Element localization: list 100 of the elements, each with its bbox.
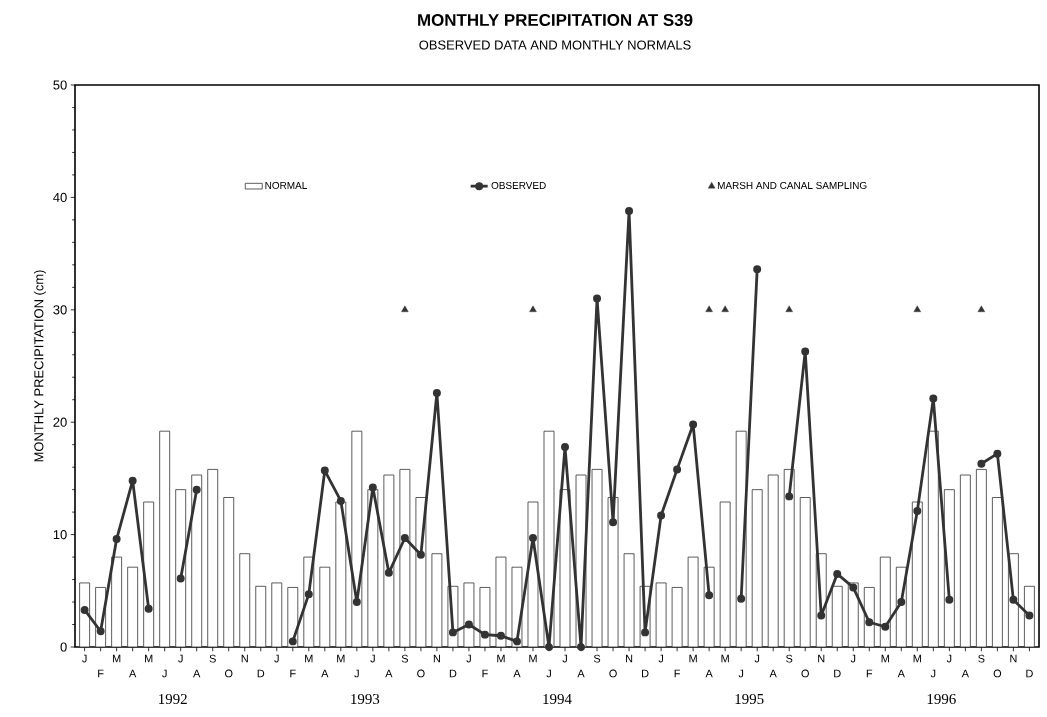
x-tick-label: A [577,669,585,678]
x-tick-label: D [1026,669,1033,678]
x-tick-label: J [754,654,760,663]
bar [271,582,283,648]
y-tick-label: 10 [53,530,67,540]
point [897,598,906,607]
point [561,442,569,451]
point [192,485,201,494]
point [785,492,794,501]
point [304,590,313,599]
bar [799,497,811,648]
x-tick-label: M [689,654,697,663]
point [448,628,457,637]
bar [207,469,219,648]
point [288,637,297,646]
bar [127,566,139,648]
point [977,459,986,468]
legend-label: OBSERVED [491,181,546,189]
point [641,628,650,637]
point [320,466,329,475]
point [625,206,634,215]
text: 1995 [735,693,764,705]
x-tick-label: S [786,654,793,663]
point [128,476,137,485]
point [529,305,537,312]
point [673,465,682,474]
x-tick-label: O [224,669,233,678]
x-tick-label: J [546,669,551,678]
x-tick-label: J [354,669,359,678]
x-tick-label: M [112,654,121,663]
point [401,305,409,312]
x-tick-label: O [801,669,809,678]
point [464,620,473,629]
y-axis-title: MONTHLY PRECIPITATION (cm) [33,270,46,462]
x-tick-label: S [209,654,216,663]
y-tick-label: 50 [53,80,67,90]
point [785,305,793,312]
x-tick-label: A [321,669,329,678]
bar [687,556,699,648]
x-tick-label: M [529,654,537,663]
x-tick-label: J [930,669,936,678]
x-tick-label: J [274,654,279,663]
point [512,637,521,646]
y-tick-label: 30 [53,305,67,315]
point [705,305,713,312]
x-tick-label: M [145,654,153,663]
point [753,265,762,274]
point [657,511,666,520]
text: 1996 [927,693,956,705]
point [1025,611,1034,620]
bar [719,501,731,648]
x-tick-label: S [978,654,985,663]
bar [959,474,971,648]
x-tick-label: F [290,669,296,678]
x-tick-label: A [193,669,201,678]
x-tick-label: A [897,669,905,678]
x-tick-label: J [162,669,167,678]
point [833,569,842,578]
x-tick-label: A [129,669,137,678]
x-tick-label: J [562,654,567,663]
point [977,305,986,312]
bar [671,587,683,648]
x-tick-label: F [98,669,104,678]
x-tick-label: S [401,654,409,663]
legend-label: MARSH AND CANAL SAMPLING [717,181,867,189]
x-tick-label: J [370,654,375,663]
x-tick-label: F [674,669,681,678]
point [368,483,377,492]
point [593,294,602,303]
point [945,595,954,604]
y-tick-label: 20 [53,417,67,427]
point [1009,595,1018,604]
point [96,627,105,636]
point [849,583,858,592]
x-tick-label: D [642,669,649,678]
x-tick-label: M [337,654,345,663]
point [528,533,537,542]
point [993,449,1002,458]
point [913,305,921,312]
x-tick-label: J [82,654,87,663]
text: 1994 [543,693,572,705]
x-tick-label: J [178,654,183,663]
point [176,574,185,583]
bar [223,497,235,648]
point [801,347,810,356]
point [881,622,890,631]
point [336,496,345,505]
x-tick-label: N [818,654,825,663]
x-tick-label: A [961,669,969,678]
point [112,535,121,544]
x-tick-label: N [433,654,440,663]
bar [239,553,251,648]
x-tick-label: S [593,654,601,663]
x-tick-label: J [466,654,471,663]
point [352,598,361,607]
x-tick-label: J [946,654,952,663]
chart-title: MONTHLY PRECIPITATION AT S39 [418,13,693,26]
x-tick-label: A [513,669,521,678]
x-tick-label: N [1010,654,1017,663]
point [400,533,409,542]
